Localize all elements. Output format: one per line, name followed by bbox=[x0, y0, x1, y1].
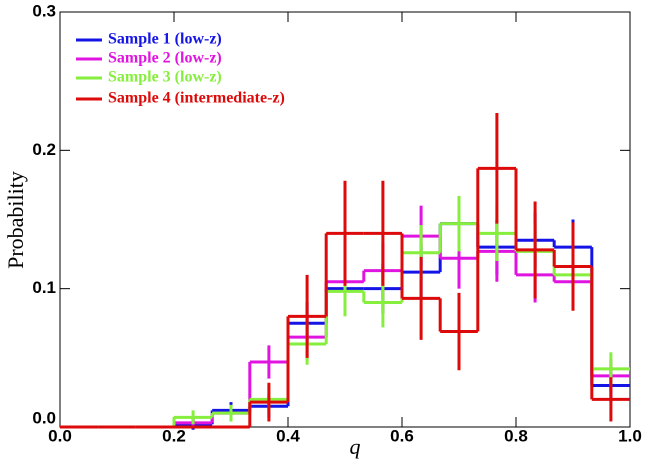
x-tick-label: 0.2 bbox=[162, 426, 186, 445]
x-tick-label: 0.4 bbox=[276, 426, 300, 445]
legend-label: Sample 3 (low-z) bbox=[108, 69, 222, 86]
legend-label: Sample 4 (intermediate-z) bbox=[108, 90, 285, 107]
y-tick-label: 0.2 bbox=[32, 140, 56, 159]
x-tick-label: 0.6 bbox=[390, 426, 414, 445]
x-axis-label: q bbox=[350, 434, 361, 459]
x-tick-label: 0.0 bbox=[48, 426, 72, 445]
legend-label: Sample 2 (low-z) bbox=[108, 50, 222, 67]
y-tick-label: 0.1 bbox=[32, 278, 56, 297]
plot-frame bbox=[59, 11, 631, 428]
x-tick-label: 1.0 bbox=[618, 426, 642, 445]
legend-label: Sample 1 (low-z) bbox=[108, 31, 222, 48]
y-tick-label: 0.0 bbox=[32, 408, 56, 427]
y-tick-label: 0.3 bbox=[32, 1, 56, 20]
x-tick-label: 0.8 bbox=[504, 426, 528, 445]
y-axis-label: Probability bbox=[3, 171, 28, 269]
